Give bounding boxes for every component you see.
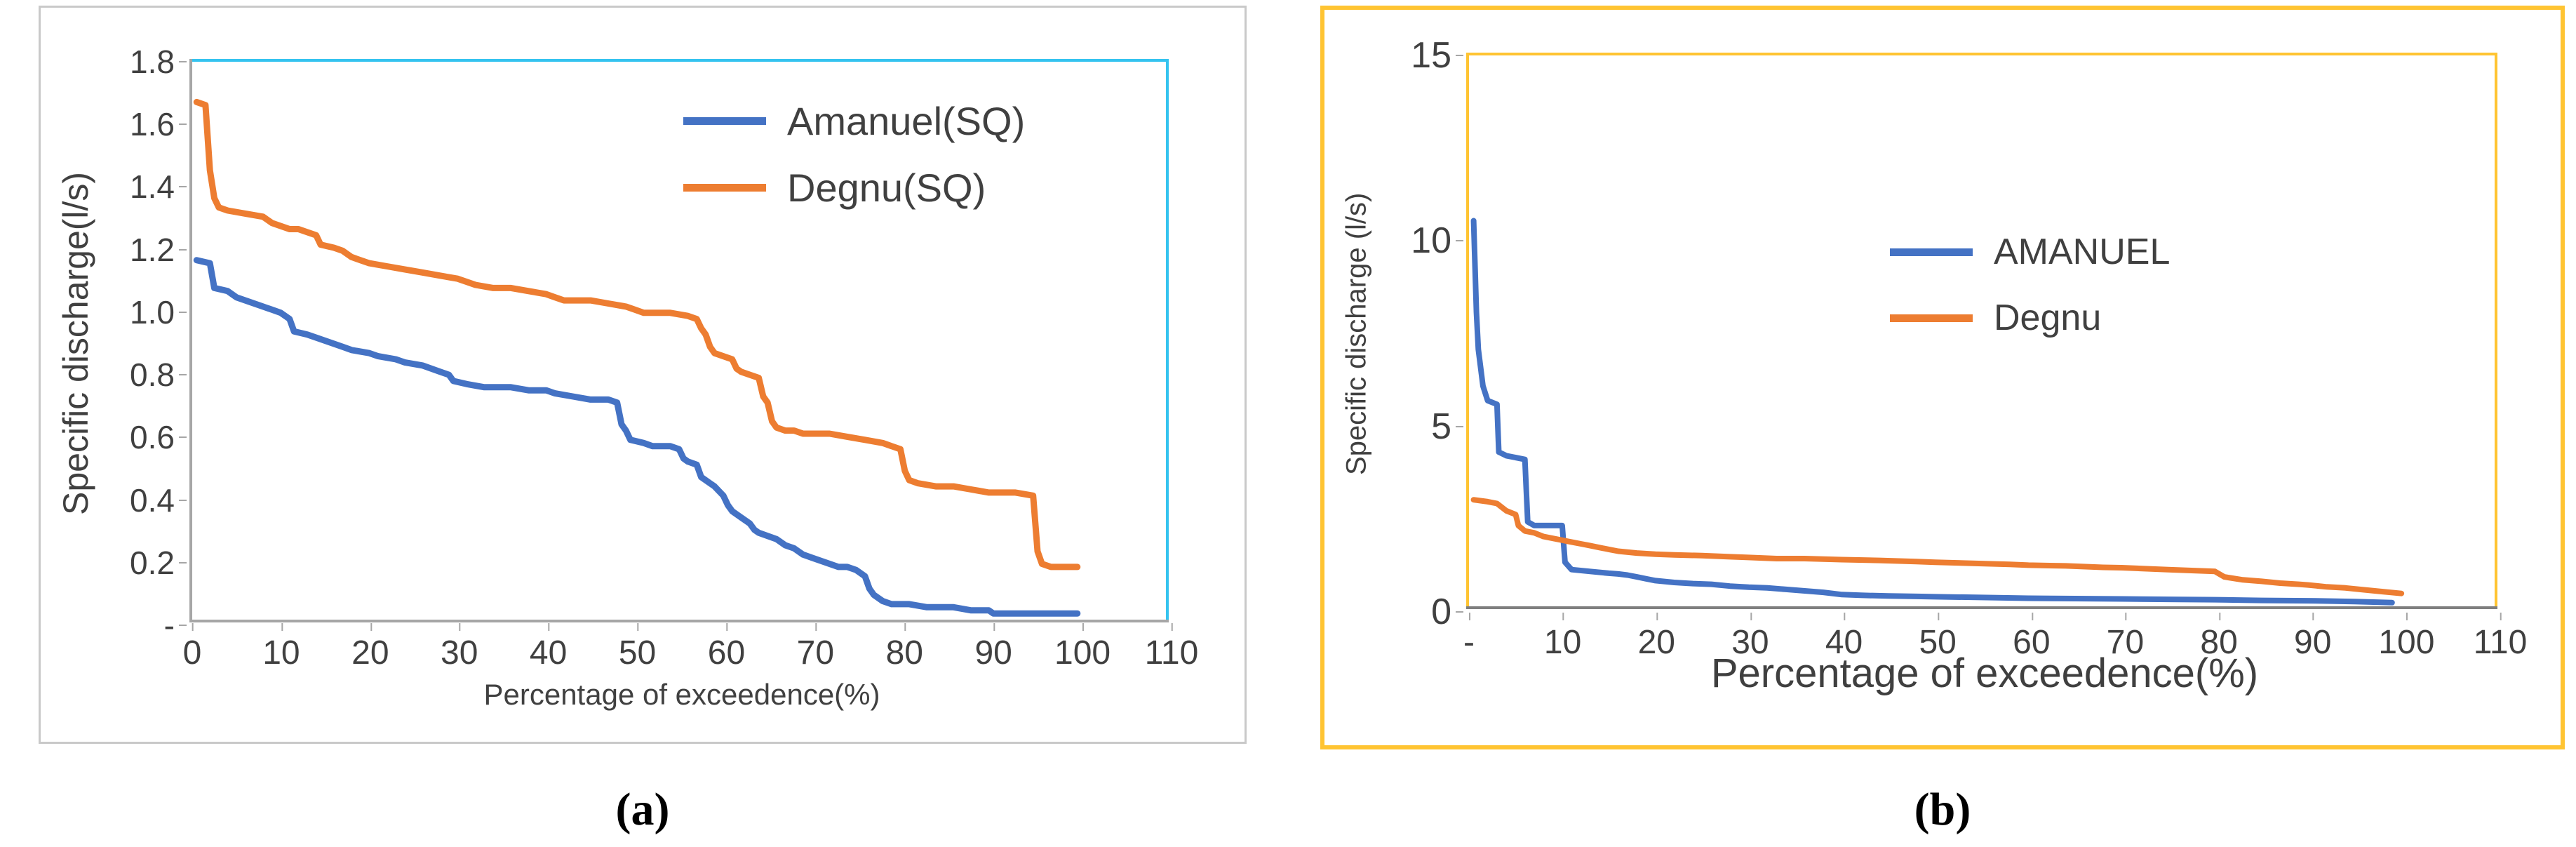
x-tick-label: 10 [1543,613,1582,661]
chart-b-plot-area: AMANUEL Degnu [1466,53,2497,609]
legend-item-degnu: Degnu [1890,297,2170,339]
series-line-degnu [1470,497,2405,596]
y-tick-label: 1.8 [130,44,187,80]
x-tick-label: 80 [885,623,923,672]
chart-b-x-tick-labels: - 10 20 30 40 50 60 70 80 90 100 110 [1463,613,2527,661]
x-tick-label: 100 [2378,613,2435,661]
x-tick-label: 30 [441,623,478,672]
x-tick-label: 70 [796,623,835,672]
x-tick-label: 100 [1054,623,1111,672]
x-tick-label: 110 [1144,623,1199,672]
x-tick-label: 10 [262,623,300,672]
x-tick-label: 40 [529,623,568,672]
y-tick-label: 15 [1411,35,1463,76]
x-tick-label: 40 [1825,613,1863,661]
chart-a-plot-area: Amanuel(SQ) Degnu(SQ) [189,59,1169,622]
y-tick-label: 10 [1411,220,1463,262]
y-tick-label: 1.6 [130,106,187,143]
y-tick-label: 0.6 [130,419,187,456]
x-tick-label: 50 [618,623,657,672]
legend-item-label: AMANUEL [1994,232,2171,272]
y-tick-label: 0 [1431,592,1463,632]
legend-line-swatch [683,117,766,125]
legend-item-degnu-sq: Degnu(SQ) [683,165,1025,211]
chart-a-x-axis-title: Percentage of exceedence(%) [483,678,880,711]
panel-b-caption: (b) [1914,784,1971,835]
chart-b-x-axis-title: Percentage of exceedence(%) [1710,651,2259,696]
chart-a-y-axis-line [189,59,192,622]
legend-item-label: Degnu [1994,298,2102,338]
legend-line-swatch [1890,314,1973,322]
y-tick-label: 1.0 [130,293,187,331]
legend-line-swatch [1890,248,1973,256]
x-tick-label: - [1463,613,1475,661]
chart-a-x-axis-line [189,620,1169,622]
panel-a-caption: (a) [615,784,670,835]
chart-a-frame: Specific discharge(l/s) 1.8 1.6 1.4 1.2 1.0 0… [39,6,1247,744]
x-tick-label: 20 [351,623,389,672]
y-tick-label: - [163,607,187,643]
y-tick-label: 0.2 [130,544,187,581]
x-tick-label: 60 [707,623,746,672]
x-tick-label: 80 [2200,613,2238,661]
chart-b-x-axis-line [1466,606,2497,609]
y-tick-label: 0.4 [130,481,187,519]
y-tick-label: 1.2 [130,231,187,268]
x-tick-label: 90 [2294,613,2332,661]
series-line-degnu-sq [193,98,1081,571]
x-tick-label: 110 [2473,613,2528,661]
chart-b-legend: AMANUEL Degnu [1890,231,2170,339]
x-tick-label: 90 [974,623,1012,672]
chart-b-series-canvas [1470,218,2405,606]
legend-item-label: Amanuel(SQ) [787,99,1026,143]
legend-item-amanuel-sq: Amanuel(SQ) [683,98,1025,144]
series-line-amanuel [1470,218,2395,606]
chart-b-y-axis-title: Specific discharge (l/s) [1341,192,1372,475]
legend-item-label: Degnu(SQ) [787,166,986,210]
x-tick-label: 50 [1919,613,1957,661]
y-tick-label: 0.8 [130,356,187,394]
legend-line-swatch [683,184,766,192]
x-tick-label: 70 [2106,613,2145,661]
y-tick-label: 5 [1431,406,1463,447]
chart-a-y-tick-labels: 1.8 1.6 1.4 1.2 1.0 0.8 0.6 0.4 0.2 - [79,44,187,643]
chart-b-frame: Specific discharge (l/s) 15 10 5 0 AMANUEL D… [1320,6,2565,749]
x-tick-label: 60 [2013,613,2051,661]
chart-a-legend: Amanuel(SQ) Degnu(SQ) [683,98,1025,211]
series-line-amanuel-sq [193,257,1081,617]
chart-a-x-tick-labels: 0 10 20 30 40 50 60 70 80 90 100 110 [183,623,1198,672]
y-tick-label: 1.4 [130,168,187,206]
x-tick-label: 0 [182,623,202,672]
x-tick-label: 30 [1731,613,1769,661]
chart-b-y-tick-labels: 15 10 5 0 [1374,35,1463,632]
chart-a-series-canvas [193,98,1081,617]
legend-item-amanuel: AMANUEL [1890,231,2170,273]
x-tick-label: 20 [1637,613,1675,661]
